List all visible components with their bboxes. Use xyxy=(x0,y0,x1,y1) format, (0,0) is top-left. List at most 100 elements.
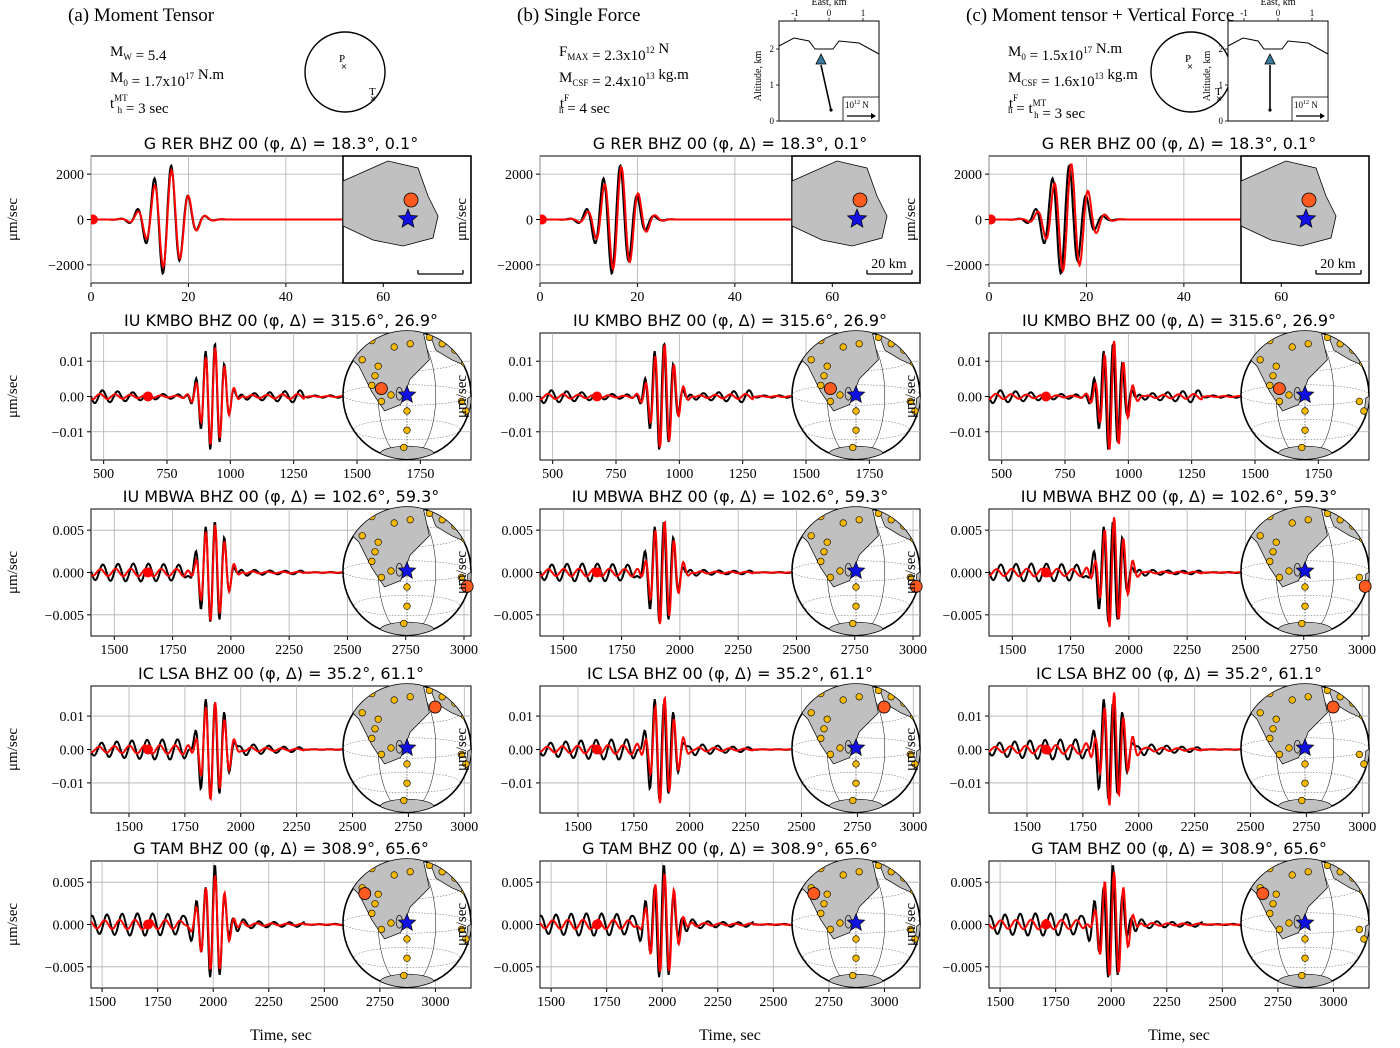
station-point xyxy=(403,760,411,768)
y-tick-label: 0.005 xyxy=(53,524,85,539)
station-point xyxy=(1301,426,1309,434)
x-tick-label: 20 xyxy=(630,290,644,305)
station-point xyxy=(1304,693,1312,701)
x-tick-label: 1250 xyxy=(1178,467,1206,482)
station-point xyxy=(368,909,376,918)
station-point xyxy=(400,619,408,628)
station-point xyxy=(403,426,411,434)
x-tick-label: 1250 xyxy=(280,467,308,482)
y-tick-label: −0.01 xyxy=(501,777,533,792)
onset-marker xyxy=(143,744,153,755)
source-star xyxy=(1295,738,1315,757)
waveform-panel-r2-c1: IU MBWA BHZ 00 (φ, Δ) = 102.6°, 59.3° 150… xyxy=(454,487,927,658)
station-point xyxy=(1288,696,1296,704)
parameter-line: MCSF = 2.4x1013 kg.m xyxy=(559,67,689,90)
station-point xyxy=(400,443,408,452)
station-point xyxy=(387,567,395,575)
x-tick-label: 2250 xyxy=(1181,820,1209,835)
panel-title: IC LSA BHZ 00 (φ, Δ) = 35.2°, 61.1° xyxy=(1036,664,1322,683)
p-axis-label: P xyxy=(1185,53,1191,65)
station-point xyxy=(403,602,411,610)
station-point xyxy=(1266,909,1274,918)
x-tick-label: 2250 xyxy=(724,643,752,658)
y-tick-label: 0.01 xyxy=(958,355,983,370)
station-point xyxy=(852,760,860,768)
station-point xyxy=(1355,750,1363,759)
x-tick-label: 2250 xyxy=(704,995,732,1010)
y-axis-label: μm/sec xyxy=(5,903,21,946)
waveform-panel-r3-c1: IC LSA BHZ 00 (φ, Δ) = 35.2°, 61.1° 1500 1… xyxy=(454,664,927,835)
station-point xyxy=(820,900,828,908)
y-axis-label: μm/sec xyxy=(454,375,470,418)
station-point xyxy=(403,935,411,943)
onset-marker xyxy=(592,919,602,930)
source-marker xyxy=(1264,53,1276,65)
station-point xyxy=(1269,372,1277,380)
panel-title: G TAM BHZ 00 (φ, Δ) = 308.9°, 65.6° xyxy=(582,839,878,858)
x-tick-label: 1500 xyxy=(564,820,592,835)
station-point xyxy=(855,340,863,348)
x-tick-label: 1750 xyxy=(620,820,648,835)
inset-xlabel: East, km xyxy=(1261,0,1296,8)
inset-ytick-label: 2 xyxy=(1219,44,1224,54)
source-star xyxy=(1295,208,1317,228)
source-star xyxy=(397,385,417,404)
y-axis-label: μm/sec xyxy=(454,903,470,946)
station-point xyxy=(855,868,863,876)
source-star xyxy=(397,738,417,757)
target-station-marker xyxy=(358,887,372,900)
onset-marker xyxy=(91,214,98,225)
x-tick-label: 500 xyxy=(542,467,563,482)
station-point xyxy=(906,397,915,406)
topography-profile xyxy=(778,37,880,55)
y-axis-label: μm/sec xyxy=(5,198,21,241)
x-tick-label: 2000 xyxy=(1125,820,1153,835)
station-point xyxy=(368,557,376,566)
station-point xyxy=(371,548,379,556)
x-tick-label: 1750 xyxy=(1304,467,1332,482)
station-point xyxy=(823,715,831,723)
panel-title: IU KMBO BHZ 00 (φ, Δ) = 315.6°, 26.9° xyxy=(124,311,438,330)
station-point xyxy=(1288,519,1296,527)
station-point xyxy=(1272,538,1280,546)
station-point xyxy=(906,750,915,759)
column-title: (b) Single Force xyxy=(517,5,640,26)
p-axis-marker: × xyxy=(1187,62,1194,71)
station-point xyxy=(1304,868,1312,876)
source-star xyxy=(1295,385,1315,404)
station-point xyxy=(377,397,386,406)
y-tick-label: −0.005 xyxy=(494,609,533,624)
y-tick-label: 0.00 xyxy=(958,391,983,406)
station-point xyxy=(849,619,857,628)
inset-ylabel: Altitude, km xyxy=(753,51,764,102)
panel-title: IC LSA BHZ 00 (φ, Δ) = 35.2°, 61.1° xyxy=(587,664,873,683)
target-station-marker xyxy=(1358,579,1372,593)
y-tick-label: 0.01 xyxy=(958,710,983,725)
station-point xyxy=(390,871,398,879)
panel-title: G RER BHZ 00 (φ, Δ) = 18.3°, 0.1° xyxy=(1042,134,1316,153)
station-point xyxy=(358,532,366,540)
station-point xyxy=(826,397,835,406)
target-station-marker xyxy=(1326,700,1340,714)
x-tick-label: 3000 xyxy=(450,643,478,658)
station-point xyxy=(906,925,915,934)
x-tick-label: 1500 xyxy=(998,643,1026,658)
force-vector-tip xyxy=(829,108,833,112)
station-point xyxy=(836,744,844,752)
station-point xyxy=(374,890,382,898)
column-title: (a) Moment Tensor xyxy=(68,5,215,26)
parameter-line: MW = 5.4 xyxy=(110,44,167,64)
target-station-marker xyxy=(852,192,868,208)
y-tick-label: −0.01 xyxy=(52,777,84,792)
station-point xyxy=(855,693,863,701)
x-tick-label: 1500 xyxy=(1241,467,1269,482)
x-tick-label: 2750 xyxy=(815,995,843,1010)
x-tick-label: 0 xyxy=(537,290,544,305)
target-station-marker xyxy=(807,887,821,900)
x-tick-label: 1000 xyxy=(665,467,693,482)
waveform-panel-r0-c1: G RER BHZ 00 (φ, Δ) = 18.3°, 0.1° 0 20 40 60… xyxy=(454,134,921,305)
x-tick-label: 1750 xyxy=(159,643,187,658)
x-tick-label: 2000 xyxy=(648,995,676,1010)
panel-title: IU KMBO BHZ 00 (φ, Δ) = 315.6°, 26.9° xyxy=(1022,311,1336,330)
